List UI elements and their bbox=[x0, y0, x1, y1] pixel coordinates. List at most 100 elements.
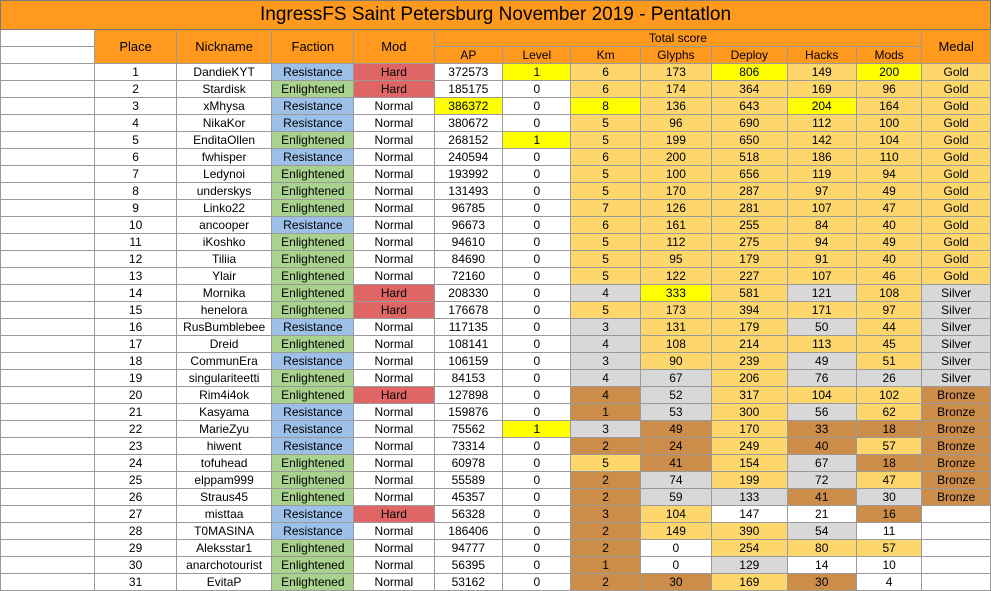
faction-cell[interactable]: Enlightened bbox=[271, 488, 355, 506]
header-deploy[interactable]: Deploy bbox=[711, 46, 788, 64]
faction-cell[interactable]: Enlightened bbox=[271, 301, 355, 319]
deploy-cell[interactable]: 227 bbox=[711, 267, 788, 285]
level-cell[interactable]: 0 bbox=[502, 505, 572, 523]
header-hacks[interactable]: Hacks bbox=[786, 46, 857, 64]
medal-cell[interactable]: Gold bbox=[921, 216, 991, 234]
gutter-cell[interactable] bbox=[0, 454, 96, 472]
mod-cell[interactable]: Normal bbox=[353, 114, 435, 132]
hacks-cell[interactable]: 119 bbox=[786, 165, 857, 183]
faction-cell[interactable]: Enlightened bbox=[271, 284, 355, 302]
glyphs-cell[interactable]: 67 bbox=[639, 369, 713, 387]
km-cell[interactable]: 8 bbox=[570, 97, 641, 115]
place-cell[interactable]: 16 bbox=[94, 318, 177, 336]
gutter-cell[interactable] bbox=[0, 437, 96, 455]
faction-cell[interactable]: Resistance bbox=[271, 216, 355, 234]
mods-cell[interactable]: 100 bbox=[855, 114, 923, 132]
faction-cell[interactable]: Enlightened bbox=[271, 267, 355, 285]
km-cell[interactable]: 2 bbox=[570, 488, 641, 506]
faction-cell[interactable]: Resistance bbox=[271, 114, 355, 132]
level-cell[interactable]: 0 bbox=[502, 233, 572, 251]
glyphs-cell[interactable]: 30 bbox=[639, 573, 713, 591]
nickname-cell[interactable]: Aleksstar1 bbox=[175, 539, 273, 557]
gutter-cell[interactable] bbox=[0, 97, 96, 115]
faction-cell[interactable]: Enlightened bbox=[271, 80, 355, 98]
mods-cell[interactable]: 40 bbox=[855, 216, 923, 234]
gutter-cell[interactable] bbox=[0, 284, 96, 302]
ap-cell[interactable]: 380672 bbox=[433, 114, 504, 132]
gutter-cell[interactable] bbox=[0, 131, 96, 149]
gutter-cell[interactable] bbox=[0, 182, 96, 200]
level-cell[interactable]: 0 bbox=[502, 148, 572, 166]
header-faction[interactable]: Faction bbox=[271, 29, 355, 64]
ap-cell[interactable]: 60978 bbox=[433, 454, 504, 472]
km-cell[interactable]: 3 bbox=[570, 505, 641, 523]
hacks-cell[interactable]: 121 bbox=[786, 284, 857, 302]
hacks-cell[interactable]: 149 bbox=[786, 63, 857, 81]
nickname-cell[interactable]: T0MASINA bbox=[175, 522, 273, 540]
glyphs-cell[interactable]: 170 bbox=[639, 182, 713, 200]
mod-cell[interactable]: Normal bbox=[353, 182, 435, 200]
medal-cell[interactable]: Gold bbox=[921, 63, 991, 81]
medal-cell[interactable]: Gold bbox=[921, 131, 991, 149]
mod-cell[interactable]: Hard bbox=[353, 505, 435, 523]
place-cell[interactable]: 20 bbox=[94, 386, 177, 404]
km-cell[interactable]: 1 bbox=[570, 556, 641, 574]
glyphs-cell[interactable]: 24 bbox=[639, 437, 713, 455]
level-cell[interactable]: 0 bbox=[502, 437, 572, 455]
medal-cell[interactable]: Bronze bbox=[921, 454, 991, 472]
mods-cell[interactable]: 62 bbox=[855, 403, 923, 421]
ap-cell[interactable]: 108141 bbox=[433, 335, 504, 353]
faction-cell[interactable]: Resistance bbox=[271, 522, 355, 540]
gutter-cell[interactable] bbox=[0, 250, 96, 268]
deploy-cell[interactable]: 179 bbox=[711, 250, 788, 268]
faction-cell[interactable]: Enlightened bbox=[271, 386, 355, 404]
header-level[interactable]: Level bbox=[502, 46, 572, 64]
deploy-cell[interactable]: 249 bbox=[711, 437, 788, 455]
nickname-cell[interactable]: Stardisk bbox=[175, 80, 273, 98]
glyphs-cell[interactable]: 104 bbox=[639, 505, 713, 523]
gutter-cell[interactable] bbox=[0, 335, 96, 353]
faction-cell[interactable]: Resistance bbox=[271, 63, 355, 81]
level-cell[interactable]: 1 bbox=[502, 131, 572, 149]
deploy-cell[interactable]: 214 bbox=[711, 335, 788, 353]
mods-cell[interactable]: 164 bbox=[855, 97, 923, 115]
glyphs-cell[interactable]: 90 bbox=[639, 352, 713, 370]
gutter-cell[interactable] bbox=[0, 352, 96, 370]
faction-cell[interactable]: Resistance bbox=[271, 97, 355, 115]
deploy-cell[interactable]: 690 bbox=[711, 114, 788, 132]
hacks-cell[interactable]: 49 bbox=[786, 352, 857, 370]
level-cell[interactable]: 0 bbox=[502, 80, 572, 98]
header-km[interactable]: Km bbox=[570, 46, 641, 64]
mod-cell[interactable]: Normal bbox=[353, 420, 435, 438]
deploy-cell[interactable]: 129 bbox=[711, 556, 788, 574]
km-cell[interactable]: 1 bbox=[570, 403, 641, 421]
ap-cell[interactable]: 372573 bbox=[433, 63, 504, 81]
glyphs-cell[interactable]: 59 bbox=[639, 488, 713, 506]
place-cell[interactable]: 23 bbox=[94, 437, 177, 455]
medal-cell[interactable] bbox=[921, 522, 991, 540]
km-cell[interactable]: 5 bbox=[570, 301, 641, 319]
place-cell[interactable]: 8 bbox=[94, 182, 177, 200]
nickname-cell[interactable]: iKoshko bbox=[175, 233, 273, 251]
nickname-cell[interactable]: Ledynoi bbox=[175, 165, 273, 183]
gutter-cell[interactable] bbox=[0, 301, 96, 319]
faction-cell[interactable]: Enlightened bbox=[271, 335, 355, 353]
nickname-cell[interactable]: RusBumblebee bbox=[175, 318, 273, 336]
ap-cell[interactable]: 56395 bbox=[433, 556, 504, 574]
deploy-cell[interactable]: 656 bbox=[711, 165, 788, 183]
medal-cell[interactable]: Bronze bbox=[921, 420, 991, 438]
deploy-cell[interactable]: 133 bbox=[711, 488, 788, 506]
nickname-cell[interactable]: CommunEra bbox=[175, 352, 273, 370]
mod-cell[interactable]: Normal bbox=[353, 97, 435, 115]
glyphs-cell[interactable]: 0 bbox=[639, 556, 713, 574]
nickname-cell[interactable]: DandieKYT bbox=[175, 63, 273, 81]
mods-cell[interactable]: 18 bbox=[855, 420, 923, 438]
place-cell[interactable]: 6 bbox=[94, 148, 177, 166]
faction-cell[interactable]: Resistance bbox=[271, 318, 355, 336]
gutter-cell[interactable] bbox=[0, 46, 96, 64]
sheet-title[interactable]: IngressFS Saint Petersburg November 2019… bbox=[0, 0, 991, 30]
medal-cell[interactable]: Gold bbox=[921, 250, 991, 268]
header-medal[interactable]: Medal bbox=[921, 29, 991, 64]
mods-cell[interactable]: 57 bbox=[855, 437, 923, 455]
mods-cell[interactable]: 47 bbox=[855, 199, 923, 217]
